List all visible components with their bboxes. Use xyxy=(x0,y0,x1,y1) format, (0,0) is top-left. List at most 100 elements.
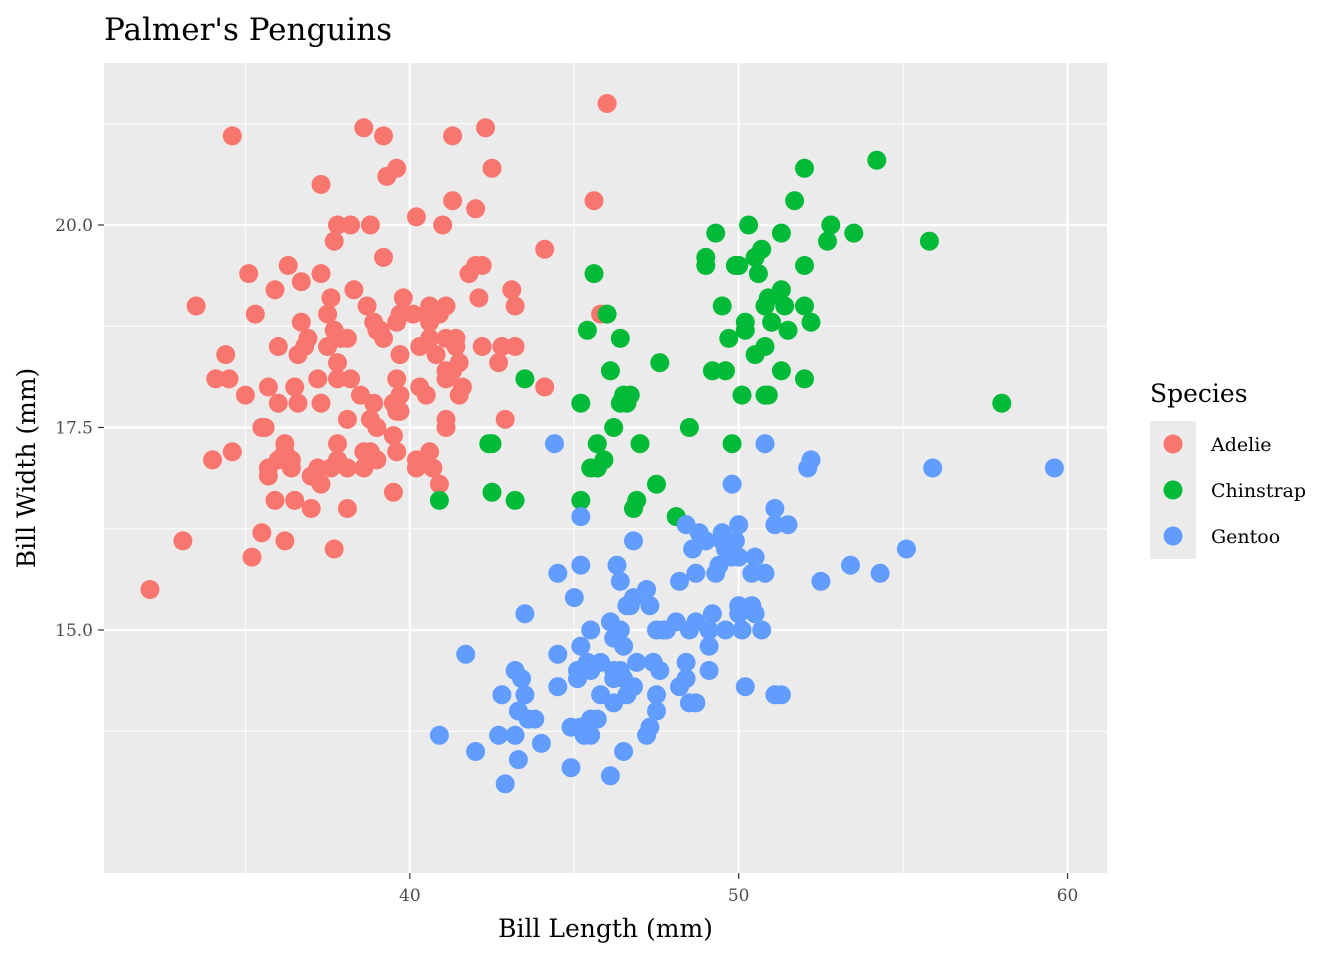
data-point-gentoo xyxy=(614,636,634,656)
data-point-chinstrap xyxy=(571,393,591,413)
data-point-adelie xyxy=(597,94,617,113)
data-point-gentoo xyxy=(581,725,601,745)
data-point-adelie xyxy=(390,345,410,365)
data-point-adelie xyxy=(436,296,456,316)
data-point-chinstrap xyxy=(620,385,640,405)
data-point-adelie xyxy=(265,280,285,300)
data-point-adelie xyxy=(469,288,489,308)
data-point-gentoo xyxy=(627,652,647,672)
data-point-chinstrap xyxy=(739,215,759,235)
data-point-adelie xyxy=(443,191,463,211)
data-point-gentoo xyxy=(716,620,735,640)
data-point-gentoo xyxy=(548,563,568,583)
data-point-chinstrap xyxy=(801,312,821,332)
data-point-adelie xyxy=(406,207,426,227)
data-point-adelie xyxy=(360,215,380,235)
data-point-gentoo xyxy=(637,580,657,599)
data-point-adelie xyxy=(328,353,347,373)
data-point-gentoo xyxy=(587,709,607,729)
data-point-gentoo xyxy=(571,555,591,575)
data-point-adelie xyxy=(472,337,492,356)
data-point-gentoo xyxy=(771,685,791,705)
data-point-adelie xyxy=(203,450,222,470)
data-point-chinstrap xyxy=(712,296,732,316)
data-point-adelie xyxy=(268,393,288,413)
data-point-gentoo xyxy=(624,531,643,551)
data-point-adelie xyxy=(275,531,295,551)
data-point-adelie xyxy=(476,118,495,138)
data-point-adelie xyxy=(502,280,522,300)
data-point-gentoo xyxy=(745,547,765,567)
data-point-gentoo xyxy=(841,555,860,575)
data-point-chinstrap xyxy=(729,256,749,275)
data-point-chinstrap xyxy=(844,223,864,243)
data-point-adelie xyxy=(285,490,305,510)
data-point-gentoo xyxy=(610,620,630,640)
data-point-chinstrap xyxy=(482,434,502,454)
data-point-adelie xyxy=(403,304,423,324)
data-point-adelie xyxy=(505,337,525,356)
data-point-adelie xyxy=(344,280,364,300)
data-point-gentoo xyxy=(607,555,627,575)
data-point-gentoo xyxy=(548,677,568,697)
data-point-gentoo xyxy=(742,563,762,583)
data-point-adelie xyxy=(328,434,347,454)
data-point-adelie xyxy=(328,215,347,235)
data-point-adelie xyxy=(374,126,393,146)
data-point-chinstrap xyxy=(795,296,814,316)
data-point-chinstrap xyxy=(818,231,837,251)
data-point-gentoo xyxy=(676,669,696,689)
legend-marker-gentoo xyxy=(1163,526,1183,546)
data-point-chinstrap xyxy=(795,369,814,389)
data-point-gentoo xyxy=(729,596,749,616)
data-point-gentoo xyxy=(752,620,772,640)
data-point-gentoo xyxy=(676,652,696,672)
data-point-adelie xyxy=(387,369,407,389)
data-point-gentoo xyxy=(515,685,535,705)
data-point-adelie xyxy=(219,369,239,389)
data-point-adelie xyxy=(426,345,446,365)
data-point-gentoo xyxy=(765,499,785,518)
data-point-gentoo xyxy=(489,725,509,745)
data-point-adelie xyxy=(255,418,275,437)
data-point-adelie xyxy=(311,264,331,284)
data-point-adelie xyxy=(281,450,301,470)
data-point-adelie xyxy=(265,490,285,510)
data-point-chinstrap xyxy=(732,385,752,405)
data-point-adelie xyxy=(341,215,361,235)
data-point-chinstrap xyxy=(604,418,624,437)
data-point-chinstrap xyxy=(748,264,768,284)
data-point-adelie xyxy=(278,256,298,275)
legend-label-adelie: Adelie xyxy=(1210,434,1272,456)
data-point-adelie xyxy=(318,304,338,324)
data-point-adelie xyxy=(337,499,357,518)
data-point-adelie xyxy=(242,547,262,567)
data-point-gentoo xyxy=(456,644,476,664)
data-point-adelie xyxy=(311,393,331,413)
data-point-adelie xyxy=(429,474,449,494)
y-tick-label: 20.0 xyxy=(55,216,93,236)
data-point-gentoo xyxy=(564,588,584,608)
data-point-adelie xyxy=(337,328,357,348)
data-point-chinstrap xyxy=(752,239,772,259)
data-point-chinstrap xyxy=(716,361,735,381)
data-point-adelie xyxy=(436,409,456,429)
data-point-gentoo xyxy=(923,458,943,478)
data-point-gentoo xyxy=(765,515,785,535)
data-point-adelie xyxy=(324,539,344,559)
data-point-adelie xyxy=(321,288,341,308)
data-point-adelie xyxy=(584,191,604,211)
data-point-adelie xyxy=(308,458,328,478)
data-point-gentoo xyxy=(647,701,666,721)
data-point-adelie xyxy=(482,158,502,178)
data-point-adelie xyxy=(433,215,453,235)
data-point-gentoo xyxy=(508,750,528,770)
data-point-adelie xyxy=(311,175,331,194)
data-point-gentoo xyxy=(624,677,643,697)
data-point-gentoo xyxy=(650,661,670,680)
data-point-chinstrap xyxy=(919,231,939,251)
data-point-adelie xyxy=(275,434,295,454)
data-point-chinstrap xyxy=(584,264,604,284)
data-point-gentoo xyxy=(581,620,601,640)
